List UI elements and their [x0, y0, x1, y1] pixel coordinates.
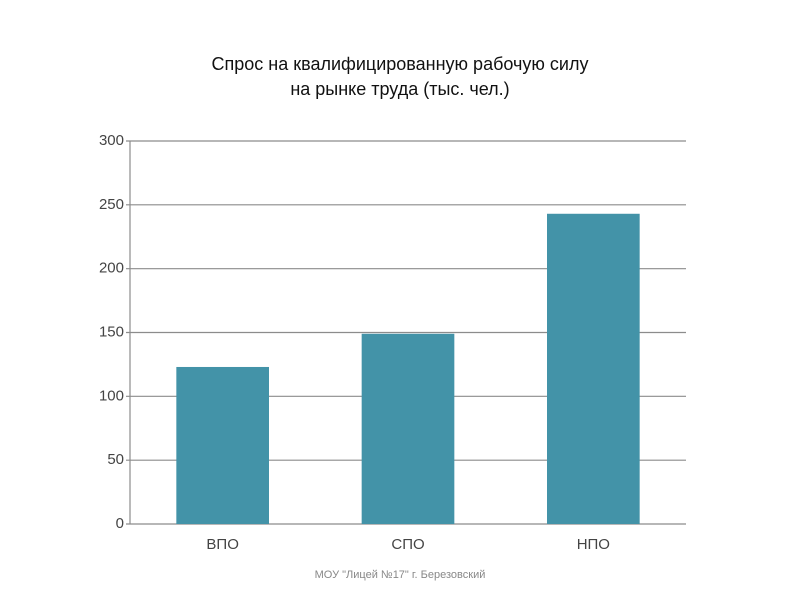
y-tick-label: 150 [99, 323, 124, 340]
y-tick-label: 50 [107, 451, 124, 468]
y-tick-label: 0 [116, 515, 124, 532]
y-tick-label: 300 [99, 132, 124, 149]
footer: МОУ "Лицей №17" г. Березовский [315, 569, 486, 581]
y-tick-label: 100 [99, 387, 124, 404]
x-tick-label: НПО [577, 536, 610, 553]
chart-title: на рынке труда (тыс. чел.) [290, 79, 509, 99]
y-tick-label: 200 [99, 260, 124, 277]
x-tick-label: ВПО [206, 536, 238, 553]
bar [547, 213, 640, 524]
bar [361, 333, 455, 524]
chart-title: Спрос на квалифицированную рабочую силу [212, 54, 589, 74]
y-tick-label: 250 [99, 196, 124, 213]
bar [176, 366, 269, 524]
x-tick-label: СПО [391, 536, 424, 553]
